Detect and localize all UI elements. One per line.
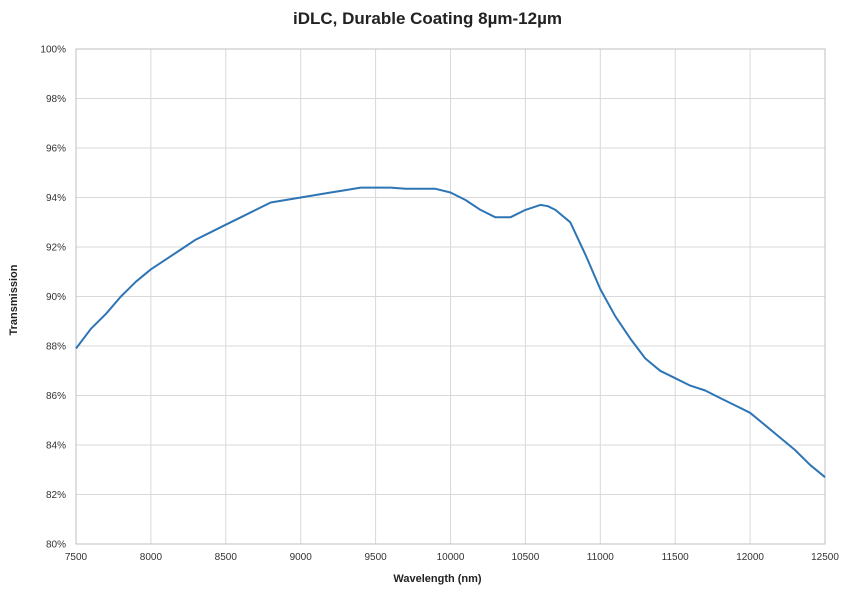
y-tick-label: 82% bbox=[46, 490, 66, 501]
y-tick-label: 86% bbox=[46, 391, 66, 402]
y-tick-label: 90% bbox=[46, 292, 66, 303]
y-tick-label: 100% bbox=[40, 45, 66, 56]
y-tick-label: 94% bbox=[46, 193, 66, 204]
y-tick-label: 80% bbox=[46, 540, 66, 551]
chart-title: iDLC, Durable Coating 8µm-12µm bbox=[293, 9, 562, 28]
y-tick-label: 96% bbox=[46, 144, 66, 155]
x-tick-label: 9000 bbox=[290, 552, 313, 563]
x-tick-label: 9500 bbox=[364, 552, 387, 563]
x-tick-label: 8500 bbox=[215, 552, 238, 563]
x-tick-label: 11000 bbox=[587, 552, 615, 563]
x-tick-label: 11500 bbox=[662, 552, 690, 563]
y-tick-label: 92% bbox=[46, 243, 66, 254]
x-tick-label: 8000 bbox=[140, 552, 163, 563]
y-tick-label: 88% bbox=[46, 342, 66, 353]
x-axis-label: Wavelength (nm) bbox=[393, 573, 482, 585]
y-tick-label: 84% bbox=[46, 441, 66, 452]
x-tick-label: 12500 bbox=[811, 552, 839, 563]
x-tick-label: 10000 bbox=[437, 552, 465, 563]
x-tick-label: 12000 bbox=[736, 552, 764, 563]
x-tick-label: 7500 bbox=[65, 552, 88, 563]
plot-border bbox=[75, 48, 826, 545]
x-tick-label: 10500 bbox=[511, 552, 539, 563]
y-tick-label: 98% bbox=[46, 94, 66, 105]
series-line bbox=[75, 186, 826, 478]
